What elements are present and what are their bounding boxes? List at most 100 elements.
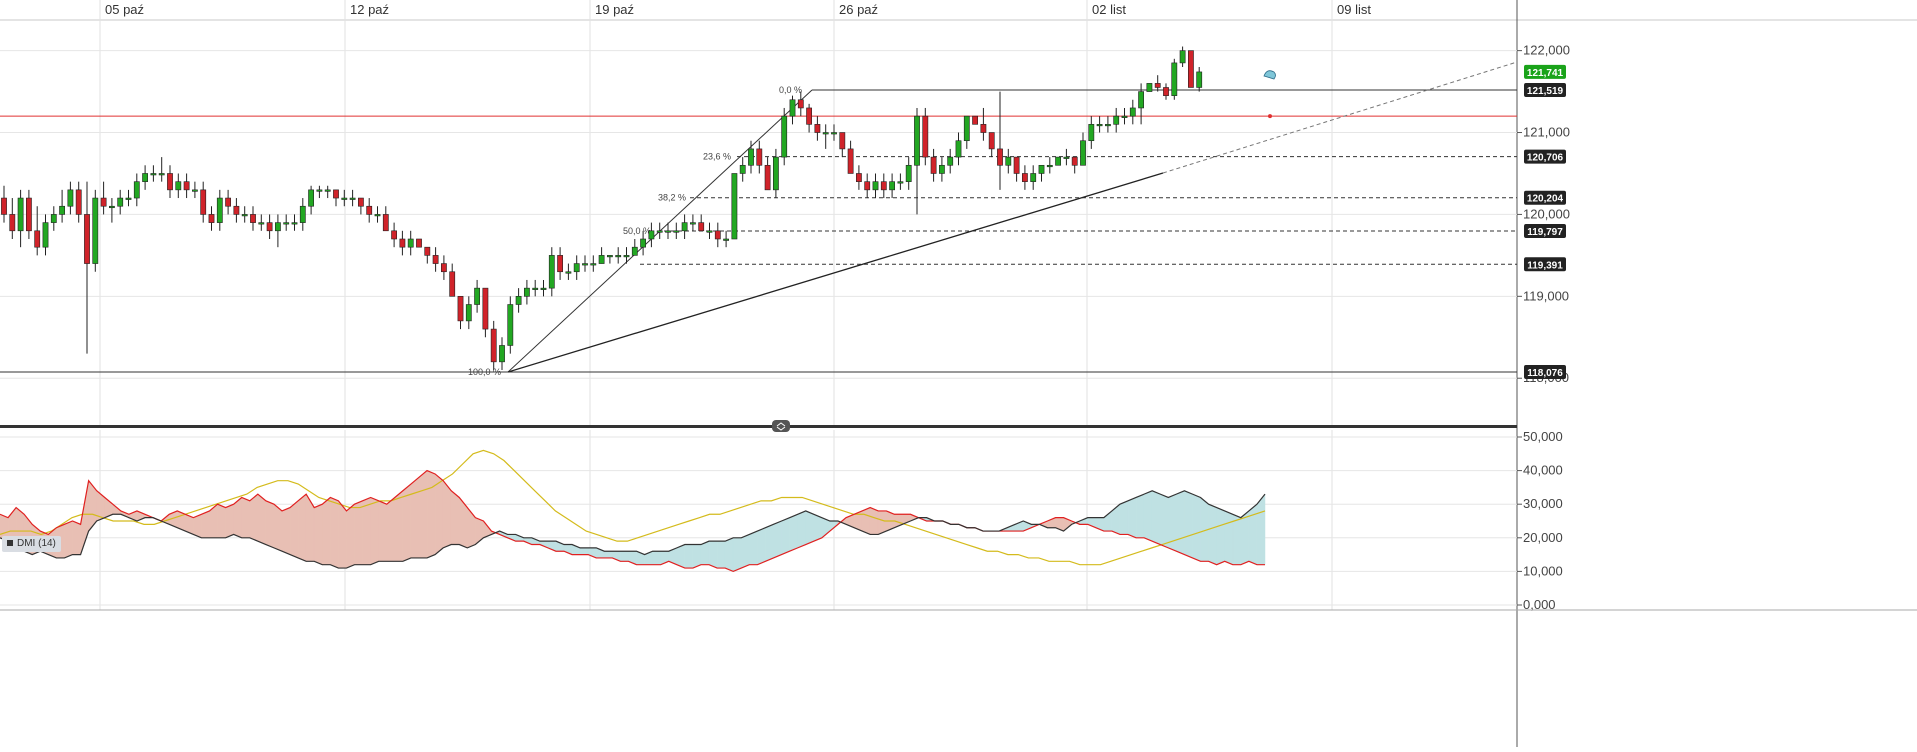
dmi-fill-segment: [265, 500, 275, 549]
candle-body-up: [889, 181, 895, 191]
price-badge: 121,741: [1524, 64, 1566, 79]
dmi-fill-segment: [289, 500, 299, 559]
candle: [299, 198, 306, 231]
candle: [175, 173, 182, 199]
dmi-tick-label: 40,000: [1523, 463, 1563, 478]
candle: [930, 148, 937, 182]
candle-body-down: [714, 230, 721, 240]
candle: [1071, 156, 1078, 174]
candle: [1013, 156, 1020, 182]
candle-body-up: [872, 181, 879, 191]
candle-body-down: [233, 205, 240, 215]
dmi-fill-segment: [225, 503, 234, 539]
candle-body-down: [764, 164, 771, 191]
dmi-fill-segment: [1143, 490, 1153, 542]
candle: [208, 206, 215, 231]
candle-body-up: [92, 197, 99, 264]
candle: [972, 115, 978, 125]
candle-body-up: [772, 156, 779, 191]
candle: [673, 222, 680, 239]
candle-body-down: [806, 107, 812, 125]
candle-body-up: [291, 222, 298, 225]
candle-body-up: [299, 205, 306, 223]
candle: [407, 230, 414, 256]
candle-body-down: [84, 214, 90, 264]
dmi-fill-segment: [1224, 510, 1234, 566]
candle-body-down: [922, 115, 929, 158]
candle-body-up: [523, 287, 530, 297]
pane-separator: [0, 420, 1917, 611]
candle-body-up: [407, 238, 414, 248]
dmi-fill-segment: [1127, 497, 1137, 539]
dmi-fill-segment: [434, 473, 444, 556]
candle-body-up: [897, 181, 904, 184]
candle: [797, 91, 804, 117]
dmi-fill-segment: [1151, 490, 1161, 545]
candle-body-up: [158, 173, 165, 176]
candle: [283, 214, 290, 231]
candle-body-up: [17, 197, 24, 232]
candle: [1105, 116, 1111, 133]
candle-body-up: [1088, 124, 1095, 142]
candle-body-up: [1096, 124, 1103, 127]
price-badge: 118,076: [1524, 365, 1566, 379]
dmi-fill-segment: [620, 550, 629, 562]
price-badge-text: 118,076: [1527, 368, 1563, 379]
candle: [250, 206, 256, 231]
date-axis: 05 paź 12 paź 19 paź 26 paź 02 list 09 list: [105, 2, 1371, 17]
fib-label: 0,0 %: [779, 85, 802, 95]
candle-body-up: [241, 214, 248, 217]
candle-body-up: [623, 255, 630, 258]
dmi-indicator: [0, 449, 1266, 573]
candle: [831, 124, 837, 141]
candle-body-up: [938, 164, 945, 174]
dmi-tick-label: 0,000: [1523, 597, 1556, 612]
candle: [565, 263, 572, 280]
candle: [548, 247, 555, 297]
candle-body-down: [366, 205, 373, 215]
trend-line: [507, 172, 1164, 373]
candle-body-up: [150, 173, 157, 176]
date-tick-label: 19 paź: [595, 2, 634, 17]
dmi-indicator-label[interactable]: DMI (14): [2, 536, 61, 552]
candle-body-down: [814, 124, 821, 133]
dmi-fill-segment: [813, 513, 823, 542]
adx-line: [0, 449, 1266, 566]
candle-body-up: [665, 230, 671, 233]
candle-body-up: [656, 230, 663, 233]
candle-body-down: [250, 214, 256, 223]
dmi-fill-segment: [410, 476, 420, 559]
dmi-fill-segment: [1256, 493, 1266, 565]
dmi-fill-segment: [450, 490, 460, 545]
candle-body-down: [9, 214, 16, 232]
candle-body-down: [1, 197, 7, 215]
dmi-fill-segment: [201, 510, 210, 539]
candle-body-up: [1105, 124, 1111, 127]
candle-body-down: [183, 181, 190, 191]
dmi-fill-segment: [604, 550, 613, 559]
dmi-fill-segment: [257, 493, 267, 545]
candle-body-down: [100, 197, 107, 207]
candle-body-up: [216, 197, 223, 223]
candle-body-down: [208, 214, 215, 223]
candle: [374, 206, 381, 223]
candle-body-up: [565, 271, 572, 274]
price-badge: 119,797: [1524, 224, 1566, 239]
candle: [324, 185, 331, 199]
candle: [1030, 165, 1037, 190]
candle: [75, 181, 82, 223]
candle: [648, 222, 655, 248]
price-badge-text: 119,797: [1527, 227, 1563, 238]
candle-body-down: [864, 181, 871, 191]
candle: [366, 198, 373, 223]
candle: [490, 320, 497, 371]
candle-body-down: [972, 115, 978, 125]
candle-body-up: [374, 214, 381, 217]
square-icon: [7, 540, 13, 547]
date-tick-label: 09 list: [1337, 2, 1371, 17]
candle: [872, 173, 879, 199]
candle-body-up: [631, 246, 638, 256]
candle: [9, 198, 16, 239]
candle: [698, 214, 705, 232]
dmi-fill-segment: [765, 523, 774, 562]
